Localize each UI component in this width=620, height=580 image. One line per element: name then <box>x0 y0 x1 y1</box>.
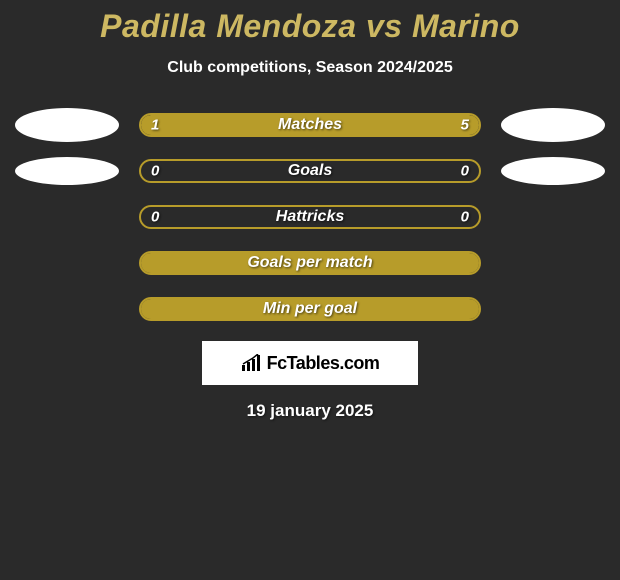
stat-label: Goals per match <box>247 254 372 272</box>
stat-bar: Min per goal <box>139 297 481 321</box>
stat-label: Goals <box>288 162 332 180</box>
comparison-widget: Padilla Mendoza vs Marino Club competiti… <box>0 0 620 580</box>
stat-row: Goals per match <box>0 251 620 275</box>
page-title: Padilla Mendoza vs Marino <box>0 0 620 45</box>
subtitle: Club competitions, Season 2024/2025 <box>0 59 620 77</box>
stat-bar: 0 Goals 0 <box>139 159 481 183</box>
stat-label: Min per goal <box>263 300 357 318</box>
stat-row: 0 Hattricks 0 <box>0 205 620 229</box>
stat-bar: 0 Hattricks 0 <box>139 205 481 229</box>
stat-label: Hattricks <box>276 208 344 226</box>
stat-bar: 1 Matches 5 <box>139 113 481 137</box>
stat-bar: Goals per match <box>139 251 481 275</box>
stat-row: Min per goal <box>0 297 620 321</box>
brand-text: FcTables.com <box>267 353 380 374</box>
stat-label: Matches <box>278 116 342 134</box>
stat-row: 1 Matches 5 <box>0 113 620 137</box>
stat-value-right: 5 <box>461 117 469 134</box>
date-label: 19 january 2025 <box>0 401 620 421</box>
stat-row: 0 Goals 0 <box>0 159 620 183</box>
player-right-avatar <box>501 157 605 185</box>
stat-value-right: 0 <box>461 163 469 180</box>
brand-badge[interactable]: FcTables.com <box>202 341 418 385</box>
player-left-avatar <box>15 157 119 185</box>
chart-icon <box>241 354 263 372</box>
stat-value-left: 0 <box>151 209 159 226</box>
stat-value-right: 0 <box>461 209 469 226</box>
content-area: Padilla Mendoza vs Marino Club competiti… <box>0 0 620 440</box>
bar-fill-left <box>141 115 197 135</box>
stat-value-left: 1 <box>151 117 159 134</box>
brand-inner: FcTables.com <box>241 353 380 374</box>
stats-list: 1 Matches 5 0 Goals 0 0 Hattricks 0 Goals per mat… <box>0 113 620 321</box>
stat-value-left: 0 <box>151 163 159 180</box>
player-right-avatar <box>501 108 605 142</box>
player-left-avatar <box>15 108 119 142</box>
